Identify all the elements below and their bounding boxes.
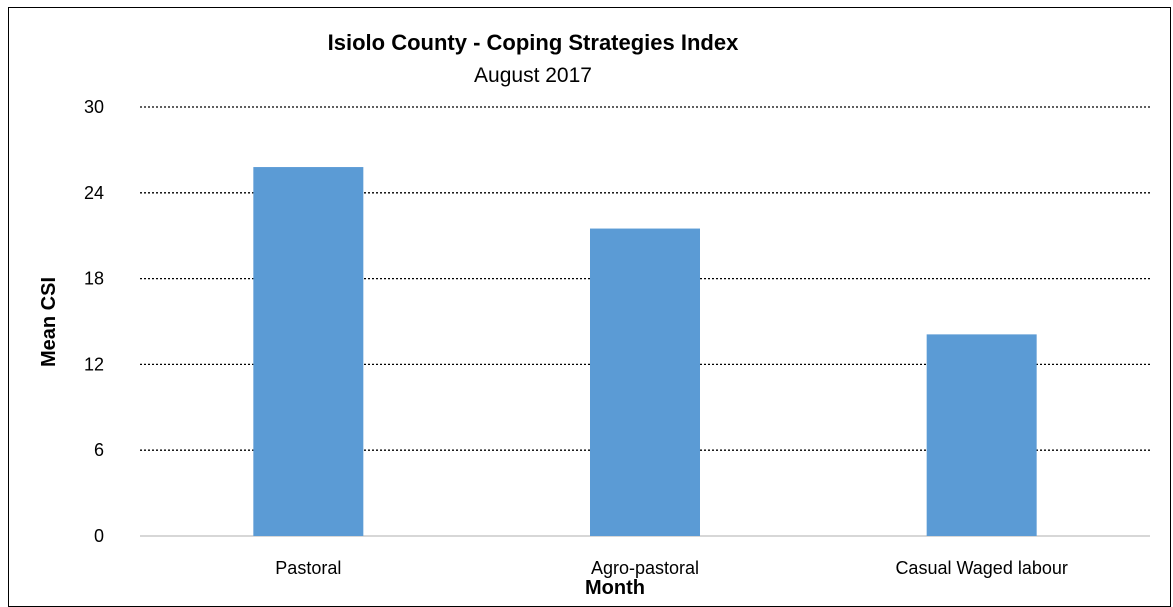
y-tick-label: 6 [94, 440, 104, 460]
x-tick-label: Agro-pastoral [591, 558, 699, 578]
bar [253, 167, 364, 536]
y-tick-layer: 0 6 12 18 24 30 [84, 97, 104, 546]
bar-layer [253, 167, 1037, 537]
x-tick-label: Pastoral [275, 558, 341, 578]
x-tick-label: Casual Waged labour [895, 558, 1067, 578]
bar [926, 334, 1037, 536]
x-tick-layer: Pastoral Agro-pastoral Casual Waged labour [275, 558, 1068, 578]
y-tick-label: 18 [84, 269, 104, 289]
y-axis-label: Mean CSI [38, 277, 60, 367]
y-tick-label: 12 [84, 354, 104, 374]
y-tick-label: 0 [94, 526, 104, 546]
chart-title: Isiolo County - Coping Strategies Index [328, 30, 739, 55]
y-tick-label: 24 [84, 183, 104, 203]
chart-subtitle: August 2017 [474, 64, 592, 87]
y-tick-label: 30 [84, 97, 104, 117]
bar [590, 228, 700, 537]
x-axis-label: Month [585, 577, 645, 599]
